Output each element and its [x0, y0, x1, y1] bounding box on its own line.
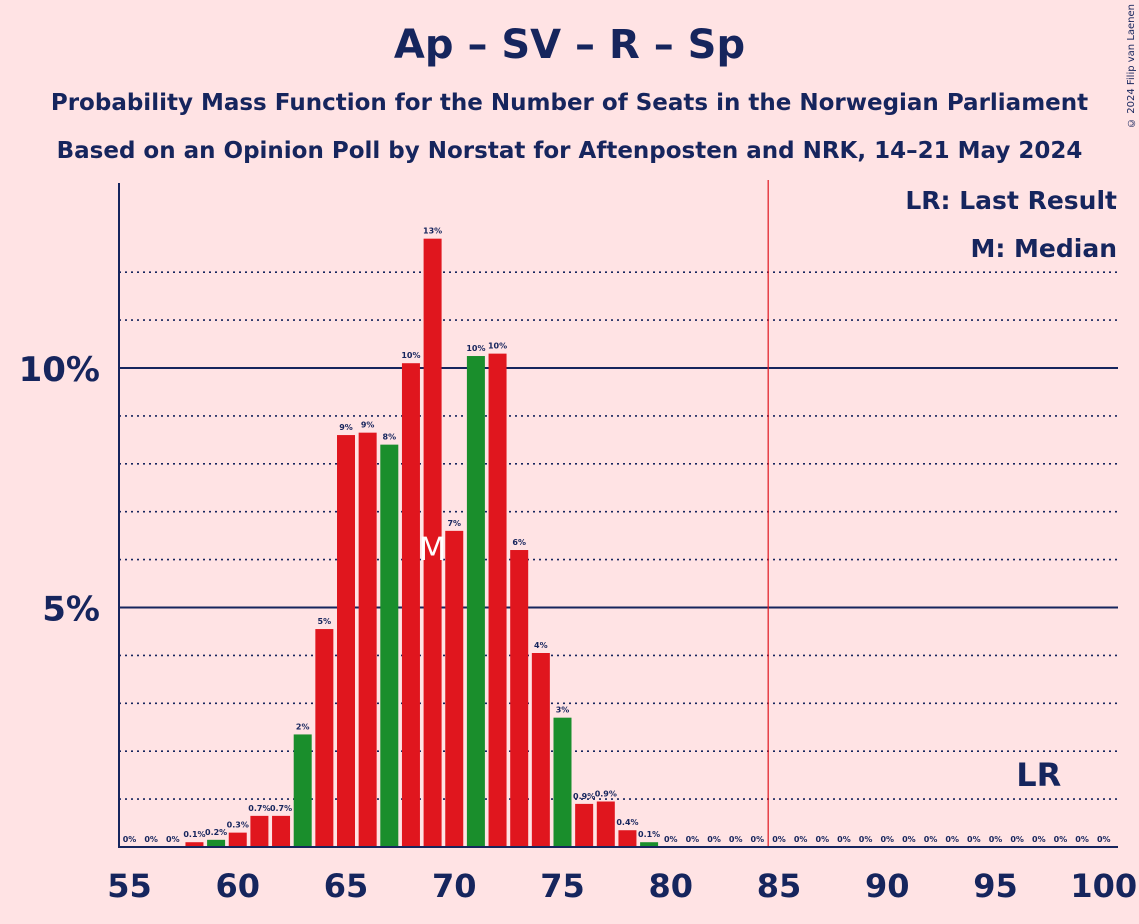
bar-value-label: 0%	[166, 835, 180, 844]
bar-value-label: 0%	[144, 835, 158, 844]
bar-value-label: 0.1%	[183, 830, 205, 839]
bar-value-label: 0%	[751, 835, 765, 844]
x-tick-label: 65	[324, 867, 369, 905]
bar-value-label: 0%	[902, 835, 916, 844]
bar-value-label: 0.4%	[616, 818, 638, 827]
bar-value-label: 0.3%	[227, 821, 249, 830]
bar-value-label: 0%	[924, 835, 938, 844]
bar-seat-73	[510, 550, 529, 847]
bar-value-label: 0%	[859, 835, 873, 844]
last-result-marker: LR	[1016, 756, 1061, 794]
bar-value-label: 9%	[361, 421, 375, 430]
bar-seat-67	[380, 444, 399, 847]
bar-value-label: 0.1%	[638, 830, 660, 839]
bar-seat-76	[575, 803, 594, 847]
chart-subtitle: Probability Mass Function for the Number…	[50, 90, 1089, 116]
x-tick-label: 90	[865, 867, 910, 905]
bar-value-label: 0%	[794, 835, 808, 844]
bar-value-label: 0%	[1054, 835, 1068, 844]
bar-seat-63	[293, 734, 312, 847]
bar-seat-78	[618, 830, 637, 847]
bar-value-label: 0%	[729, 835, 743, 844]
bar-value-label: 0%	[816, 835, 830, 844]
bar-seat-70	[445, 530, 464, 847]
bar-seat-72	[488, 353, 507, 847]
bar-value-label: 3%	[556, 706, 570, 715]
x-tick-label: 95	[973, 867, 1018, 905]
bar-value-label: 0.9%	[573, 792, 595, 801]
x-tick-label: 80	[648, 867, 693, 905]
bar-value-label: 0%	[686, 835, 700, 844]
bar-value-label: 0.7%	[270, 804, 292, 813]
bar-value-label: 0%	[664, 835, 678, 844]
bar-seat-62	[272, 815, 291, 847]
bar-value-label: 6%	[512, 538, 526, 547]
chart-title: Ap – SV – R – Sp	[393, 22, 746, 68]
bar-value-label: 9%	[339, 423, 353, 432]
bar-value-label: 0%	[967, 835, 981, 844]
bar-value-label: 0.9%	[595, 789, 617, 798]
bar-value-label: 0.2%	[205, 828, 227, 837]
bar-value-label: 0%	[123, 835, 137, 844]
legend-median: M: Median	[970, 234, 1117, 263]
bar-value-label: 0%	[945, 835, 959, 844]
x-tick-label: 60	[215, 867, 260, 905]
bar-value-label: 2%	[296, 722, 310, 731]
bar-value-label: 5%	[318, 617, 332, 626]
bar-seat-69	[423, 238, 442, 848]
bar-seat-64	[315, 629, 334, 847]
x-tick-label: 70	[432, 867, 477, 905]
bar-value-label: 0%	[707, 835, 721, 844]
y-tick-label: 10%	[19, 350, 100, 390]
bar-seat-60	[228, 832, 247, 847]
bar-value-label: 10%	[466, 344, 485, 353]
bar-value-label: 0%	[837, 835, 851, 844]
bar-value-label: 0%	[1097, 835, 1111, 844]
bar-seat-77	[596, 801, 615, 847]
bar-value-label: 13%	[423, 227, 442, 236]
bar-value-label: 0%	[989, 835, 1003, 844]
bar-value-label: 8%	[383, 433, 397, 442]
bar-seat-75	[553, 717, 572, 847]
bar-seat-66	[358, 432, 377, 847]
bar-value-label: 0.7%	[248, 804, 270, 813]
x-tick-label: 75	[540, 867, 585, 905]
x-tick-label: 100	[1070, 867, 1137, 905]
bar-seat-58	[185, 842, 204, 847]
bar-value-label: 0%	[1032, 835, 1046, 844]
bar-value-label: 0%	[880, 835, 894, 844]
bar-value-label: 10%	[488, 342, 507, 351]
median-marker: M	[419, 530, 447, 568]
bar-value-label: 0%	[1010, 835, 1024, 844]
bar-seat-61	[250, 815, 269, 847]
bar-seat-65	[337, 435, 355, 847]
bar-seat-59	[207, 839, 226, 847]
chart-subtitle-source: Based on an Opinion Poll by Norstat for …	[56, 138, 1083, 164]
bar-seat-74	[531, 653, 550, 847]
x-tick-label: 85	[757, 867, 802, 905]
x-tick-label: 55	[107, 867, 152, 905]
y-tick-label: 5%	[42, 590, 100, 630]
bar-value-label: 0%	[1075, 835, 1089, 844]
bar-seat-71	[466, 356, 485, 847]
bar-value-label: 0%	[772, 835, 786, 844]
bar-seat-68	[401, 363, 420, 847]
bar-value-label: 4%	[534, 641, 548, 650]
bar-value-label: 7%	[447, 519, 461, 528]
legend-last-result: LR: Last Result	[905, 186, 1117, 215]
bar-seat-79	[640, 842, 659, 847]
bar-value-label: 10%	[401, 351, 420, 360]
